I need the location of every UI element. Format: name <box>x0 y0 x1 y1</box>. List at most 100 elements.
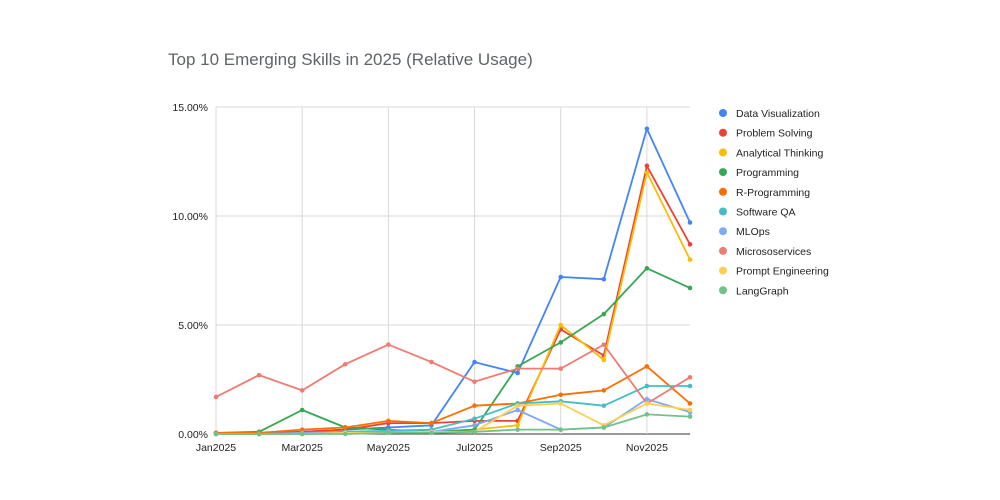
data-point-langgraph <box>342 431 348 437</box>
data-point-micrososervices <box>687 375 693 380</box>
data-point-mlops <box>644 396 650 402</box>
data-point-micrososervices <box>342 361 348 367</box>
data-point-prompt-engineering <box>687 407 693 413</box>
data-point-micrososervices <box>558 366 564 371</box>
data-point-data-visualization <box>515 370 520 376</box>
data-point-langgraph <box>256 431 262 437</box>
data-point-langgraph <box>644 412 650 417</box>
data-point-r-programming <box>429 420 434 426</box>
data-point-software-qa <box>687 383 693 389</box>
legend-swatch-langgraph <box>719 286 727 295</box>
legend-swatch-analytical-thinking <box>719 148 727 157</box>
y-tick-label: 15.00% <box>172 102 208 114</box>
legend-label-analytical-thinking: Analytical Thinking <box>736 147 824 159</box>
data-point-r-programming <box>386 418 391 424</box>
data-point-analytical-thinking <box>558 322 564 328</box>
data-point-prompt-engineering <box>644 401 650 406</box>
data-point-software-qa <box>601 403 607 408</box>
data-point-langgraph <box>299 431 305 437</box>
legend-label-data-visualization: Data Visualization <box>736 108 820 120</box>
data-point-data-visualization <box>644 126 650 132</box>
legend-swatch-micrososervices <box>719 246 727 255</box>
data-point-analytical-thinking <box>644 170 650 175</box>
legend-swatch-problem-solving <box>719 128 727 137</box>
data-point-langgraph <box>429 430 434 436</box>
data-point-data-visualization <box>687 220 693 225</box>
data-point-problem-solving <box>687 242 693 247</box>
data-point-analytical-thinking <box>687 257 693 262</box>
legend-label-prompt-engineering: Prompt Engineering <box>736 266 829 278</box>
axis-labels: 0.00% 5.00% 10.00% 15.00% Jan2025 Mar2025 May2… <box>172 102 668 454</box>
legend-swatch-programming <box>719 168 727 177</box>
x-tick-label: May2025 <box>367 442 410 454</box>
legend-swatch-software-qa <box>719 207 727 216</box>
data-point-analytical-thinking <box>601 357 607 363</box>
data-point-micrososervices <box>299 388 305 393</box>
data-point-programming <box>687 285 693 291</box>
x-tick-label: Mar2025 <box>281 442 323 454</box>
legend-label-programming: Programming <box>736 167 799 179</box>
legend-swatch-r-programming <box>719 187 727 196</box>
legend-label-r-programming: R-Programming <box>736 187 810 199</box>
x-tick-label: Jul2025 <box>456 442 493 454</box>
series-lines <box>213 126 693 437</box>
y-tick-label: 0.00% <box>178 429 208 441</box>
data-point-mlops <box>472 422 477 428</box>
data-point-langgraph <box>213 431 219 437</box>
data-point-software-qa <box>644 383 650 389</box>
data-point-micrososervices <box>256 372 262 378</box>
data-point-prompt-engineering <box>515 403 520 408</box>
data-point-langgraph <box>515 427 520 432</box>
data-point-micrososervices <box>515 366 520 371</box>
data-point-r-programming <box>299 427 305 432</box>
legend-label-langgraph: LangGraph <box>736 285 789 297</box>
data-point-programming <box>299 407 305 413</box>
data-point-analytical-thinking <box>515 422 520 428</box>
legend-label-software-qa: Software QA <box>736 207 796 219</box>
series-line-data-visualization <box>216 127 691 434</box>
legend-swatch-data-visualization <box>719 109 727 117</box>
series-line-langgraph <box>216 413 691 435</box>
data-point-micrososervices <box>601 342 607 347</box>
data-point-r-programming <box>644 364 650 369</box>
series-line-programming <box>215 267 691 434</box>
data-point-langgraph <box>687 414 693 419</box>
legend-swatch-mlops <box>719 227 727 236</box>
y-tick-label: 10.00% <box>172 211 208 223</box>
data-point-r-programming <box>601 388 607 393</box>
chart-title: Top 10 Emerging Skills in 2025 (Relative… <box>168 50 533 69</box>
data-point-r-programming <box>558 392 564 398</box>
data-point-micrososervices <box>472 379 477 384</box>
data-point-r-programming <box>472 403 477 408</box>
legend-swatch-prompt-engineering <box>719 266 727 275</box>
legend: Data Visualization Problem Solving Analyti… <box>719 108 829 297</box>
x-tick-label: Sep2025 <box>540 442 582 454</box>
legend-label-mlops: MLOps <box>736 226 770 238</box>
data-point-langgraph <box>386 430 391 436</box>
legend-label-problem-solving: Problem Solving <box>736 128 813 140</box>
data-point-r-programming <box>687 401 693 406</box>
data-point-prompt-engineering <box>558 401 564 406</box>
data-point-langgraph <box>601 425 607 430</box>
data-point-r-programming <box>342 425 348 430</box>
series-line-micrososervices <box>215 343 691 405</box>
x-tick-label: Jan2025 <box>196 442 236 454</box>
data-point-programming <box>644 266 650 271</box>
data-point-micrososervices <box>213 394 219 400</box>
data-point-software-qa <box>472 416 477 422</box>
series-line-mlops <box>216 398 691 435</box>
series-line-r-programming <box>216 365 691 434</box>
data-point-programming <box>601 311 607 317</box>
legend-label-micrososervices: Micrososervices <box>736 246 811 258</box>
series-line-problem-solving <box>216 164 691 435</box>
data-point-micrososervices <box>386 342 391 347</box>
data-point-langgraph <box>472 429 477 435</box>
data-point-problem-solving <box>644 163 650 169</box>
data-point-data-visualization <box>558 274 564 280</box>
data-point-langgraph <box>558 427 564 432</box>
x-tick-label: Nov2025 <box>626 442 668 454</box>
y-tick-label: 5.00% <box>178 320 208 332</box>
data-point-data-visualization <box>472 359 477 365</box>
